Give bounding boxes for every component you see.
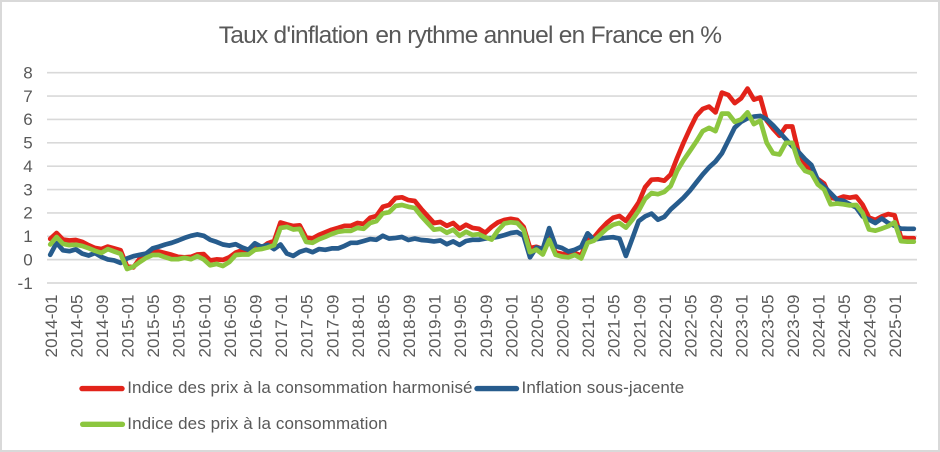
svg-text:2023-01: 2023-01 xyxy=(733,294,752,357)
svg-text:7: 7 xyxy=(23,87,33,106)
svg-text:2014-05: 2014-05 xyxy=(67,294,86,357)
svg-text:2016-09: 2016-09 xyxy=(247,294,266,357)
svg-text:2015-05: 2015-05 xyxy=(144,294,163,357)
svg-text:2: 2 xyxy=(23,204,33,223)
svg-text:4: 4 xyxy=(23,157,33,176)
svg-text:-1: -1 xyxy=(17,274,32,293)
svg-text:2021-05: 2021-05 xyxy=(605,294,624,357)
svg-text:2018-09: 2018-09 xyxy=(400,294,419,357)
svg-text:3: 3 xyxy=(23,180,33,199)
svg-text:Inflation sous-jacente: Inflation sous-jacente xyxy=(522,378,685,397)
svg-text:2023-09: 2023-09 xyxy=(784,294,803,357)
svg-text:2020-01: 2020-01 xyxy=(502,294,521,357)
svg-text:2022-09: 2022-09 xyxy=(707,294,726,357)
svg-text:5: 5 xyxy=(23,134,33,153)
svg-text:2016-01: 2016-01 xyxy=(195,294,214,357)
svg-text:2014-09: 2014-09 xyxy=(93,294,112,357)
svg-text:2016-05: 2016-05 xyxy=(221,294,240,357)
svg-text:2021-09: 2021-09 xyxy=(630,294,649,357)
svg-text:2019-05: 2019-05 xyxy=(451,294,470,357)
svg-text:2018-01: 2018-01 xyxy=(349,294,368,357)
svg-text:2019-09: 2019-09 xyxy=(477,294,496,357)
svg-text:0: 0 xyxy=(23,250,33,269)
svg-text:Indice des prix à la consommat: Indice des prix à la consommation xyxy=(127,414,387,433)
svg-text:2014-01: 2014-01 xyxy=(42,294,61,357)
svg-text:2015-09: 2015-09 xyxy=(170,294,189,357)
svg-text:1: 1 xyxy=(23,227,33,246)
svg-text:2021-01: 2021-01 xyxy=(579,294,598,357)
svg-text:2019-01: 2019-01 xyxy=(426,294,445,357)
svg-text:2017-05: 2017-05 xyxy=(298,294,317,357)
svg-text:2017-09: 2017-09 xyxy=(323,294,342,357)
svg-text:2022-01: 2022-01 xyxy=(656,294,675,357)
svg-text:8: 8 xyxy=(23,64,33,83)
svg-text:2023-05: 2023-05 xyxy=(758,294,777,357)
svg-text:2020-09: 2020-09 xyxy=(554,294,573,357)
svg-text:Indice des prix à la consommat: Indice des prix à la consommation harmon… xyxy=(127,378,472,397)
svg-text:2025-01: 2025-01 xyxy=(886,294,905,357)
svg-text:Taux d'inflation en rythme an: Taux d'inflation en rythme annuel en Fra… xyxy=(219,22,722,49)
svg-text:2024-01: 2024-01 xyxy=(809,294,828,357)
svg-text:2022-05: 2022-05 xyxy=(682,294,701,357)
svg-text:2015-01: 2015-01 xyxy=(119,294,138,357)
svg-text:2017-01: 2017-01 xyxy=(272,294,291,357)
svg-text:2024-05: 2024-05 xyxy=(835,294,854,357)
svg-text:2024-09: 2024-09 xyxy=(861,294,880,357)
svg-text:2020-05: 2020-05 xyxy=(528,294,547,357)
svg-text:2018-05: 2018-05 xyxy=(374,294,393,357)
svg-text:6: 6 xyxy=(23,110,33,129)
